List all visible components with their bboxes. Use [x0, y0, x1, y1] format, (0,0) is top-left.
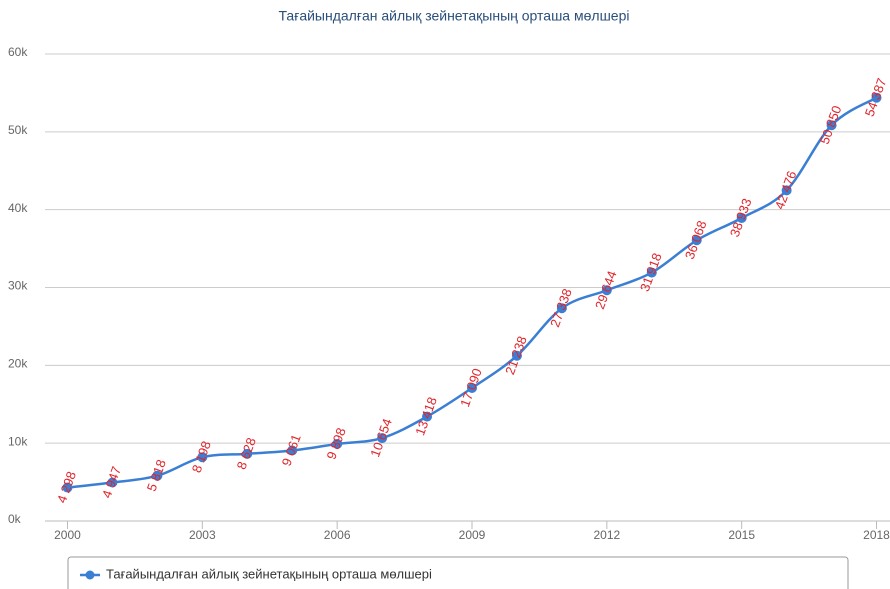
data-label: 13 418	[412, 395, 440, 437]
point	[287, 445, 298, 456]
data-label: 54 387	[862, 76, 890, 118]
point	[332, 438, 343, 449]
y-tick-label: 10k	[8, 434, 28, 448]
data-label: 38 933	[727, 196, 755, 238]
point	[377, 433, 388, 444]
chart-title: Тағайындалған айлық зейнетақының орташа …	[279, 8, 630, 24]
x-tick-label: 2015	[728, 528, 755, 542]
x-tick-label: 2000	[54, 528, 81, 542]
point	[556, 303, 567, 314]
point	[511, 350, 522, 361]
point	[466, 382, 477, 393]
y-tick-label: 60k	[8, 45, 28, 59]
data-label: 50 850	[817, 104, 845, 146]
y-tick-label: 20k	[8, 357, 28, 371]
point	[197, 452, 208, 463]
point	[781, 185, 792, 196]
x-tick-label: 2009	[459, 528, 486, 542]
data-label: 42 476	[772, 169, 800, 211]
data-label: 5 818	[144, 457, 169, 493]
y-tick-label: 40k	[8, 201, 28, 215]
point	[152, 470, 163, 481]
x-tick-label: 2012	[593, 528, 620, 542]
point	[62, 482, 73, 493]
x-tick-label: 2003	[189, 528, 216, 542]
data-label: 21 238	[502, 334, 530, 376]
point	[871, 92, 882, 103]
point	[107, 477, 118, 488]
legend-marker	[85, 570, 95, 580]
series-line	[67, 96, 878, 489]
legend-box	[67, 556, 849, 589]
point	[422, 411, 433, 422]
data-label: 10 654	[367, 416, 395, 458]
data-label: 27 338	[547, 287, 575, 329]
data-label: 17 090	[457, 366, 485, 408]
point	[691, 235, 702, 246]
point	[646, 267, 657, 278]
y-tick-label: 0k	[8, 512, 22, 526]
data-label: 29 644	[592, 269, 620, 311]
point	[736, 212, 747, 223]
legend-label: Тағайындалған айлық зейнетақының орташа …	[106, 566, 432, 581]
point	[601, 285, 612, 296]
point	[826, 120, 837, 131]
x-tick-label: 2018	[863, 528, 890, 542]
y-tick-label: 50k	[8, 123, 28, 137]
x-tick-label: 2006	[324, 528, 351, 542]
data-label: 36 068	[682, 219, 710, 261]
y-tick-label: 30k	[8, 279, 28, 293]
point	[242, 448, 253, 459]
